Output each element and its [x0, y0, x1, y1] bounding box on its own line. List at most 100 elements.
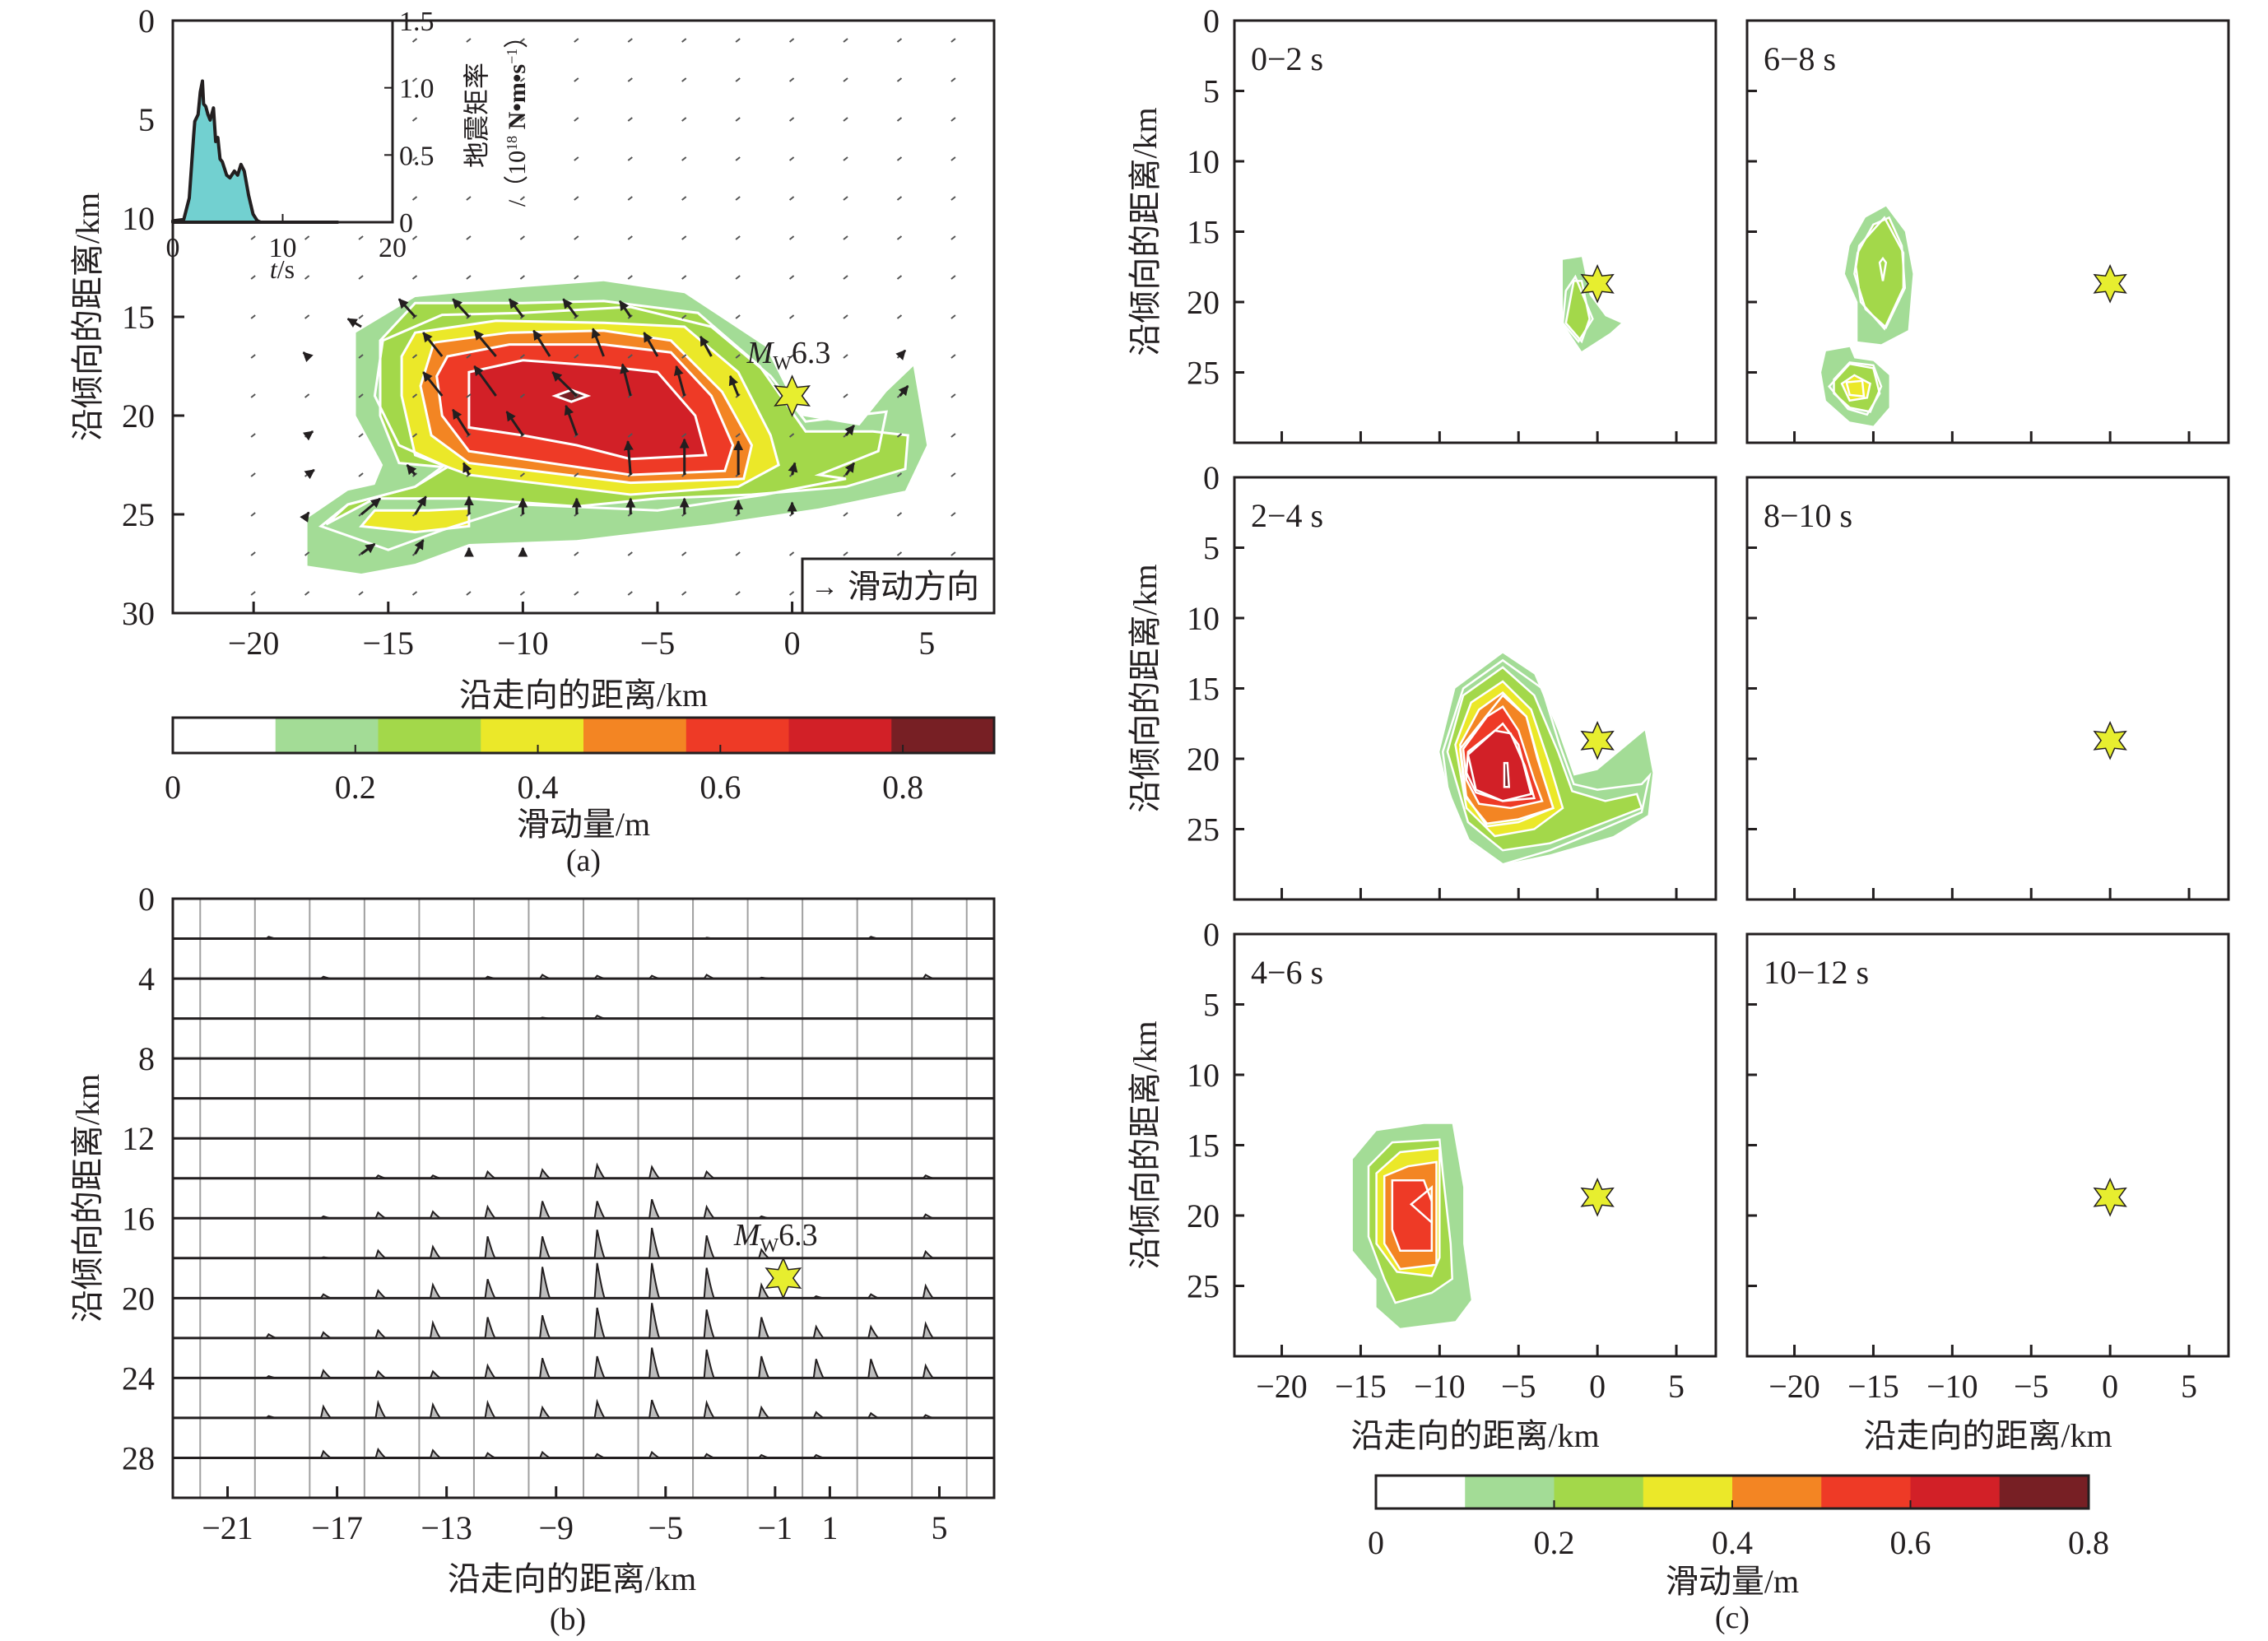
slip-vector-tiny [519, 117, 526, 122]
slip-contour-line [318, 305, 888, 551]
snapshot-panel: 0−2 s 0 5 10 15 20 25 沿倾向的距离/km [1127, 2, 1717, 444]
slip-vector-arrow [562, 298, 579, 318]
slip-vector-tiny [519, 156, 526, 161]
slip-vector-tiny [411, 235, 418, 240]
snapshot-time-label: 10−12 s [1764, 954, 1869, 991]
slip-contour-line [1383, 1160, 1438, 1271]
slip-contour-line [1459, 694, 1555, 828]
slip-vector-tiny [950, 196, 956, 201]
plot-frame [1745, 19, 2230, 444]
slip-vector-tiny [896, 314, 903, 319]
slip-vector-tiny [843, 354, 848, 359]
slip-rate-trace [429, 1319, 443, 1339]
slip-vector-tiny [627, 196, 633, 201]
hypocenter-star-icon [765, 1257, 802, 1299]
magnitude-label: MW6.3 [746, 336, 831, 374]
slip-rate-trace [757, 1248, 772, 1259]
slip-contour-line [1391, 1179, 1434, 1253]
slip-rate-trace [703, 1204, 717, 1220]
slip-rate-trace [758, 976, 769, 980]
slip-rate-trace [263, 936, 277, 940]
y-tick-label: 12 [122, 1120, 155, 1157]
slip-vector-tiny [574, 472, 579, 477]
slip-vector-tiny [843, 512, 848, 517]
plot-frame [1745, 476, 2230, 901]
slip-rate-trace [482, 975, 495, 980]
slip-vector-tiny [627, 77, 633, 82]
x-tick-label: 5 [931, 1509, 947, 1546]
hypocenter-star-icon [2093, 720, 2127, 760]
slip-vector-tiny [250, 314, 256, 319]
slip-rate-trace [922, 1283, 936, 1299]
inset-y-label-2: /（1018 N•m•s−1） [504, 24, 531, 207]
snapshot-panel: 2−4 s 0 5 10 15 20 25 沿倾向的距离/km [1127, 459, 1717, 901]
slip-vector-tiny [627, 38, 633, 43]
hypocenter-star-icon [2093, 1177, 2127, 1217]
slip-rate-trace [593, 1398, 607, 1419]
slip-vector-tiny [519, 235, 526, 240]
slip-vector-tiny [627, 275, 633, 280]
y-tick-label: 25 [1187, 355, 1220, 392]
slip-rate-trace [374, 1447, 388, 1459]
slip-vector-tiny [411, 433, 418, 438]
slip-vector-tiny [681, 275, 687, 280]
y-tick-label: 10 [1187, 143, 1220, 180]
x-axis-label: 沿走向的距离/km [1863, 1417, 2112, 1454]
y-tick-label: 15 [1187, 214, 1220, 251]
slip-vector-tiny [574, 196, 579, 201]
slip-patch [1392, 1180, 1432, 1251]
slip-vector-tiny [735, 591, 741, 596]
slip-vector-tiny [466, 38, 472, 43]
slip-vector-tiny [735, 275, 741, 280]
slip-vector-tiny [896, 117, 903, 122]
slip-vector-tiny [788, 551, 795, 556]
colorbar-a-label: 滑动量/m [517, 806, 650, 843]
slip-rate-trace [703, 1349, 716, 1379]
colorbar-swatch [1465, 1476, 1555, 1509]
slip-vector-arrow [414, 495, 427, 515]
slip-vector-arrow [788, 462, 798, 476]
x-tick-label: 5 [1668, 1368, 1685, 1405]
slip-vector-tiny [843, 117, 848, 122]
inset-y-label-close: ） [504, 24, 531, 49]
y-axis-label: 沿倾向的距离/km [1127, 1020, 1164, 1269]
y-axis: 0 5 10 15 20 25 30 [122, 2, 184, 632]
slip-vector-tiny [574, 354, 579, 359]
colorbar-swatch [583, 718, 687, 753]
hypocenter-star-icon [2093, 263, 2127, 304]
inset-y-label-1: 地震矩率 [462, 63, 491, 168]
slip-vector-arrow [673, 365, 686, 397]
colorbar-tick-label: 0.4 [1712, 1524, 1753, 1561]
slip-vector-tiny [896, 275, 903, 280]
y-tick-label: 10 [122, 200, 155, 237]
slip-patch [1854, 217, 1905, 328]
slip-rate-trace [593, 974, 605, 980]
colorbar-tick-label: 0 [1368, 1524, 1384, 1561]
slip-rate-trace [318, 975, 332, 980]
colorbar-swatch [378, 718, 481, 753]
slip-vector-tiny [627, 551, 633, 556]
snapshot-panel: 6−8 s [1745, 19, 2230, 444]
slip-rate-trace [648, 1303, 661, 1339]
colorbar-tick-label: 0 [165, 769, 181, 806]
inset-y-label-supm1: −1 [504, 49, 520, 64]
snapshot-panel: 4−6 s 0 5 10 15 20 25 −20 −15 −10 −5 0 5 沿倾向的距离/km 沿走向… [1127, 916, 1717, 1454]
slip-vector-tiny [735, 433, 741, 438]
slip-vector-tiny [574, 156, 579, 161]
slip-vector-tiny [788, 235, 795, 240]
snapshot-time-label: 2−4 s [1251, 497, 1323, 534]
slip-vector-tiny [574, 591, 579, 596]
magnitude-value: 6.3 [792, 336, 831, 370]
slip-rate-trace [758, 1317, 770, 1339]
x-tick-label: −5 [640, 625, 676, 662]
colorbar-frame [171, 716, 996, 755]
magnitude-value: 6.3 [778, 1218, 818, 1253]
slip-rate-trace [484, 1279, 497, 1299]
slip-vector-tiny [681, 156, 687, 161]
slip-vector-tiny [950, 512, 956, 517]
panel-a-label: (a) [566, 844, 601, 878]
slip-vector-tiny [950, 314, 956, 319]
slip-vector-arrow [699, 335, 713, 357]
slip-rate-trace [648, 1198, 662, 1220]
